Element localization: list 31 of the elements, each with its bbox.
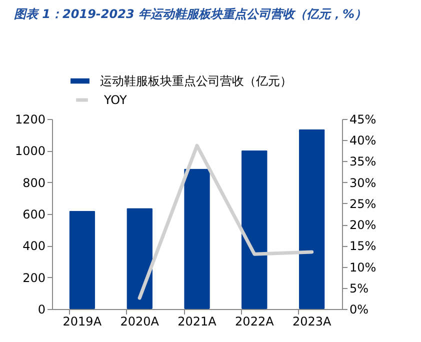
x-tick-label: 2021A — [178, 314, 218, 328]
y-tick-label: 1000 — [14, 144, 46, 158]
y2-tick-label: 40% — [350, 134, 376, 148]
y-tick-label: 800 — [22, 176, 46, 190]
y2-tick-label: 10% — [350, 260, 376, 274]
y2-tick-label: 0% — [350, 302, 369, 316]
bar — [298, 129, 325, 309]
y-tick-label: 200 — [22, 270, 46, 285]
x-tick-label: 2019A — [62, 314, 102, 328]
bar — [69, 210, 96, 309]
x-tick-label: 2020A — [120, 314, 160, 328]
bar — [242, 150, 268, 309]
bar — [184, 168, 210, 309]
x-tick-label: 2023A — [292, 314, 332, 328]
legend-label: 运动鞋服板块重点公司营收（亿元） — [100, 74, 292, 88]
legend-label: YOY — [103, 93, 128, 107]
y-tick-label: 0 — [38, 302, 46, 316]
chart-title: 图表 1：2019-2023 年运动鞋服板块重点公司营收（亿元，%） — [14, 7, 367, 21]
y2-tick-label: 30% — [350, 176, 376, 190]
line-series — [138, 144, 314, 300]
x-tick-label: 2022A — [235, 314, 275, 328]
y2-tick-label: 5% — [350, 281, 369, 296]
y2-tick-label: 20% — [350, 218, 376, 232]
y2-tick-label: 35% — [350, 154, 376, 169]
y-tick-label: 400 — [22, 239, 46, 254]
bar — [126, 208, 152, 309]
y2-tick-label: 15% — [350, 239, 376, 254]
y2-tick-label: 45% — [350, 112, 376, 126]
y-tick-label: 1200 — [14, 112, 46, 126]
y2-tick-label: 25% — [350, 196, 376, 211]
y-tick-label: 600 — [22, 208, 46, 222]
